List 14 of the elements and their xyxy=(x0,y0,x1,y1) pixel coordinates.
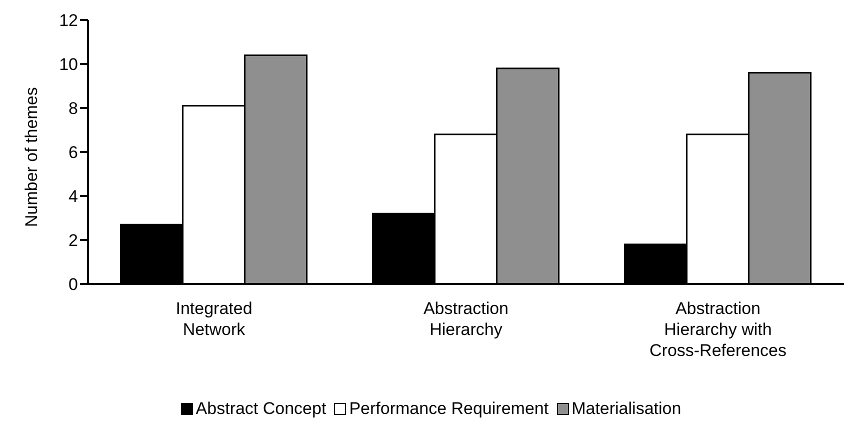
y-tick-label: 4 xyxy=(68,187,78,206)
x-tick-label: Integrated Network xyxy=(176,299,252,339)
y-tick-label: 6 xyxy=(68,143,78,162)
y-tick-label: 2 xyxy=(68,231,78,250)
y-tick-label: 0 xyxy=(68,275,78,294)
legend-label: Materialisation xyxy=(570,399,682,419)
x-tick-label: Abstraction Hierarchy with Cross-References xyxy=(650,299,786,360)
y-tick-label: 8 xyxy=(68,99,78,118)
y-tick-label: 10 xyxy=(59,55,78,74)
y-axis-title: Number of themes xyxy=(22,87,42,227)
legend-label: Performance Requirement xyxy=(348,399,549,419)
y-tick-label: 12 xyxy=(59,11,78,30)
legend-label: Abstract Concept xyxy=(194,399,326,419)
x-tick-label: Abstraction Hierarchy xyxy=(423,299,509,339)
